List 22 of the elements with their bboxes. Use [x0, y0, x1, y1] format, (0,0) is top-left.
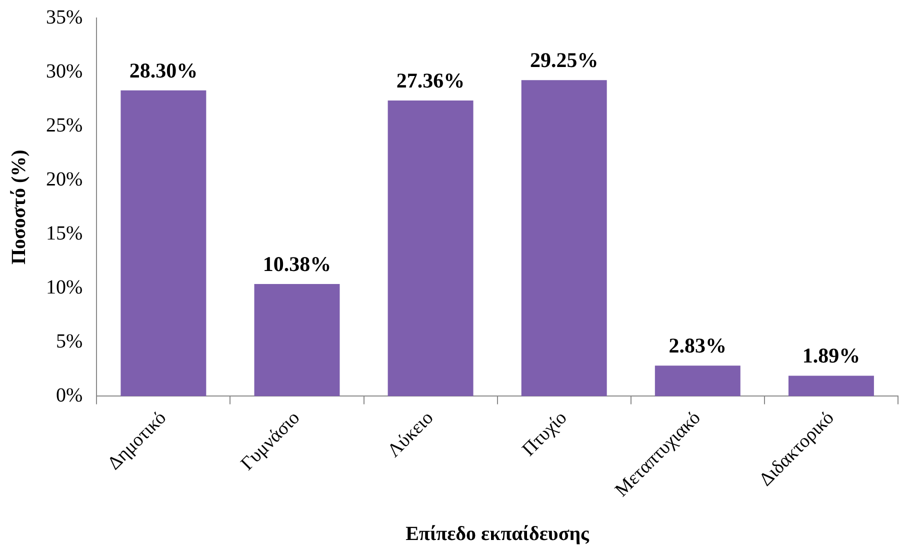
data-label: 2.83% [668, 334, 727, 358]
bar [521, 80, 607, 396]
y-tick-label: 20% [46, 168, 83, 190]
y-tick-label: 25% [46, 114, 83, 136]
data-label: 10.38% [262, 252, 332, 276]
bar [120, 90, 206, 396]
y-tick-label: 35% [46, 6, 83, 28]
x-axis-title: Επίπεδο εκπαίδευσης [406, 523, 590, 546]
y-axis-title: Ποσοστό (%) [8, 150, 30, 265]
bar [654, 366, 740, 396]
y-tick-label: 5% [56, 330, 83, 352]
bar [254, 284, 340, 396]
bar [788, 376, 874, 396]
data-label: 27.36% [396, 68, 465, 92]
y-tick-label: 15% [46, 222, 83, 244]
y-tick-label: 0% [56, 384, 83, 406]
data-label: 28.30% [129, 58, 198, 82]
data-label: 29.25% [530, 48, 598, 72]
y-tick-label: 30% [46, 60, 83, 82]
y-tick-label: 10% [46, 276, 83, 298]
data-label: 1.89% [802, 344, 860, 368]
bar [388, 100, 474, 396]
